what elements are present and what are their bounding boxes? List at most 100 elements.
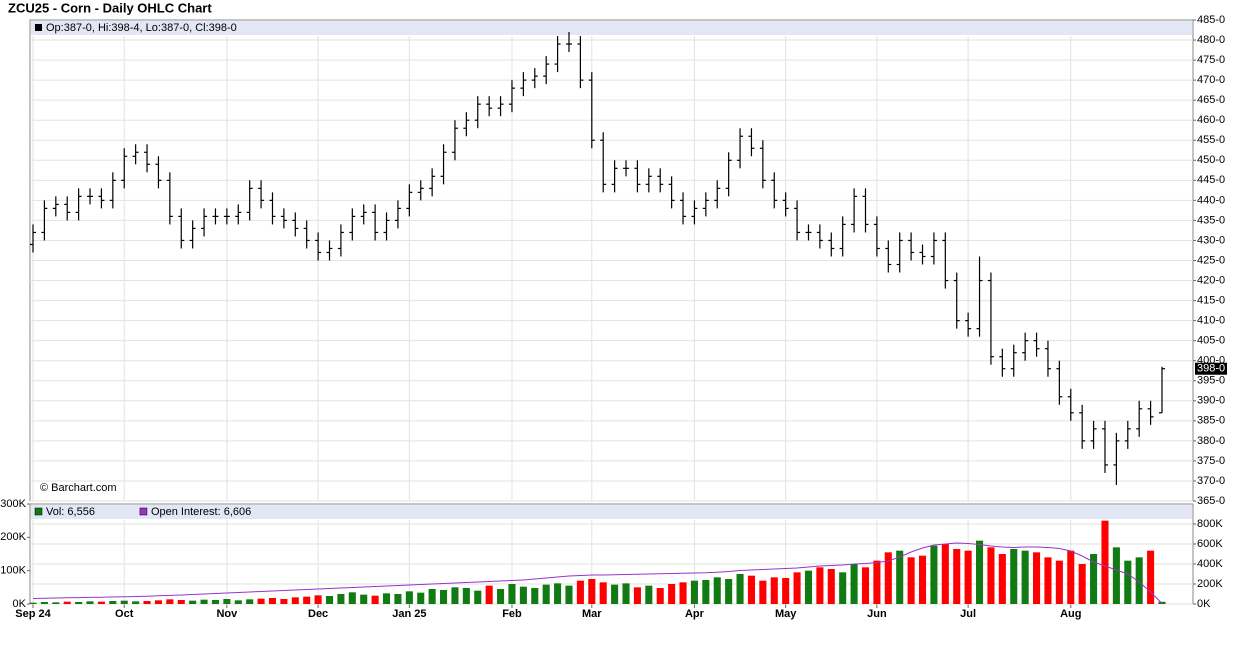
y-tick-label: 435-0 xyxy=(1197,214,1225,226)
y-tick-label: 365-0 xyxy=(1197,495,1225,507)
legend-swatch xyxy=(139,507,148,516)
volume-bar xyxy=(1078,564,1086,604)
legend-label: Open Interest: 6,606 xyxy=(151,506,251,518)
volume-bar xyxy=(291,597,299,604)
chart-title: ZCU25 - Corn - Daily OHLC Chart xyxy=(8,0,212,15)
y-tick-label: 460-0 xyxy=(1197,114,1225,126)
x-tick-label: Jan 25 xyxy=(392,608,426,620)
last-price-box xyxy=(1195,362,1227,375)
y-tick-label: 415-0 xyxy=(1197,294,1225,306)
volume-bar xyxy=(166,599,174,604)
y-tick-label: 300K xyxy=(0,498,26,510)
volume-bar xyxy=(804,570,813,604)
volume-bar xyxy=(679,582,687,604)
volume-bar xyxy=(896,550,904,604)
volume-bar xyxy=(645,585,653,604)
volume-bar xyxy=(132,601,140,604)
y-tick-label: 430-0 xyxy=(1197,234,1225,246)
legend-swatch xyxy=(35,24,42,31)
volume-bar xyxy=(554,583,562,604)
volume-bar xyxy=(839,572,847,604)
volume-bar xyxy=(40,602,48,604)
y-tick-label: 405-0 xyxy=(1197,335,1225,347)
volume-bar xyxy=(941,544,949,604)
y-tick-label: 390-0 xyxy=(1197,395,1225,407)
volume-bar xyxy=(782,578,790,604)
volume-bar xyxy=(702,580,710,604)
price-legend: Op:387-0, Hi:398-4, Lo:387-0, Cl:398-0 xyxy=(46,22,237,34)
y2-tick-label: 800K xyxy=(1197,518,1223,530)
volume-bar xyxy=(75,602,83,604)
volume-legend-bg xyxy=(31,505,1192,519)
volume-bar xyxy=(223,599,231,604)
volume-bar xyxy=(656,588,664,604)
volume-bar xyxy=(497,589,505,604)
y-tick-label: 445-0 xyxy=(1197,174,1225,186)
volume-bar xyxy=(976,540,984,604)
y-tick-label: 485-0 xyxy=(1197,14,1225,26)
volume-bar xyxy=(1090,554,1098,604)
volume-bar xyxy=(1055,560,1063,604)
volume-bar xyxy=(462,588,470,604)
source: © Barchart.com xyxy=(40,482,117,494)
price-legend-bg xyxy=(31,21,1192,35)
y-tick-label: 475-0 xyxy=(1197,54,1225,66)
volume-bar xyxy=(405,591,413,604)
volume-bar xyxy=(394,594,402,604)
volume-bar xyxy=(816,567,824,604)
volume-bar xyxy=(599,582,607,604)
volume-bar xyxy=(793,572,801,604)
volume-bar xyxy=(1135,557,1143,604)
volume-bar xyxy=(120,600,128,604)
y-tick-label: 420-0 xyxy=(1197,274,1225,286)
volume-bar xyxy=(873,560,881,604)
volume-bar xyxy=(246,599,254,604)
volume-bar xyxy=(314,595,322,604)
volume-bar xyxy=(303,596,311,604)
open-interest-line xyxy=(32,542,1163,604)
volume-bar xyxy=(280,599,288,604)
x-tick-label: Feb xyxy=(502,608,522,620)
volume-bar xyxy=(565,585,573,604)
volume-bar xyxy=(1044,557,1052,604)
volume-bar xyxy=(633,587,641,604)
volume-bar xyxy=(861,567,870,604)
volume-bar xyxy=(747,575,755,604)
volume-bar xyxy=(109,601,117,604)
volume-bar xyxy=(1021,550,1029,604)
y-tick-label: 100K xyxy=(0,565,26,577)
volume-bar xyxy=(97,601,105,604)
y2-tick-label: 200K xyxy=(1197,578,1223,590)
volume-bar xyxy=(1147,550,1155,604)
volume-bar xyxy=(63,601,71,604)
x-tick-label: Jun xyxy=(867,608,887,620)
volume-bar xyxy=(1010,549,1018,604)
volume-bar xyxy=(964,550,972,604)
volume-bar xyxy=(998,554,1006,604)
volume-bar xyxy=(588,579,596,604)
volume-bar xyxy=(257,598,265,604)
volume-bar xyxy=(827,569,835,604)
volume-bar xyxy=(474,590,482,604)
volume-bar xyxy=(884,552,892,604)
volume-bar xyxy=(519,586,527,604)
y2-tick-label: 600K xyxy=(1197,538,1223,550)
y-tick-label: 470-0 xyxy=(1197,74,1225,86)
y-tick-label: 200K xyxy=(0,531,26,543)
volume-bar xyxy=(371,595,379,604)
y2-tick-label: 0K xyxy=(1197,598,1211,610)
volume-bar xyxy=(211,600,219,604)
volume-bar xyxy=(348,592,356,604)
volume-bar xyxy=(417,592,425,604)
legend-label: Vol: 6,556 xyxy=(46,506,95,518)
volume-bar xyxy=(907,557,915,604)
y-tick-label: 465-0 xyxy=(1197,94,1225,106)
volume-bar xyxy=(1067,550,1075,604)
x-tick-label: Oct xyxy=(115,608,134,620)
volume-bar xyxy=(325,596,334,604)
y-tick-label: 375-0 xyxy=(1197,455,1225,467)
last-price-label: 398-0 xyxy=(1197,363,1225,375)
volume-bar xyxy=(154,600,162,604)
volume-bar xyxy=(725,579,733,604)
